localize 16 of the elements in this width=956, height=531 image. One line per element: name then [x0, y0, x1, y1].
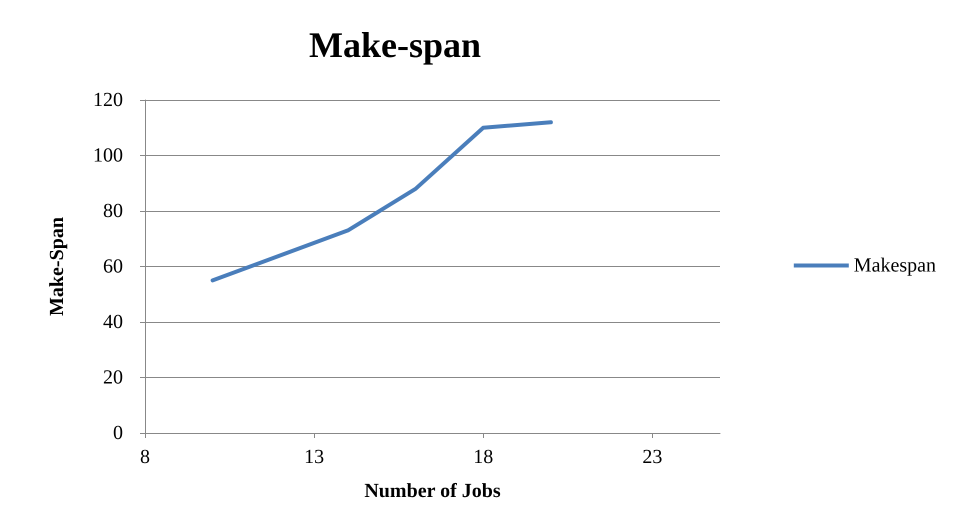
y-tick-label: 80: [103, 200, 123, 222]
y-tick-label: 120: [93, 89, 123, 111]
x-tick-label: 13: [304, 446, 324, 468]
x-tick-label: 18: [473, 446, 494, 468]
chart-title: Make-span: [308, 25, 482, 65]
y-tick-label: 40: [103, 311, 123, 333]
y-tick-label: 0: [113, 422, 123, 444]
x-tick-label: 23: [642, 446, 662, 468]
x-tick-label: 8: [140, 446, 150, 468]
y-tick-label: 60: [103, 256, 123, 278]
line-series: [210, 120, 553, 282]
y-tick-label: 100: [93, 144, 123, 166]
legend-label: Makespan: [854, 254, 936, 276]
y-tick-label: 20: [103, 366, 123, 388]
x-axis-title: Number of Jobs: [364, 480, 501, 502]
y-axis-title: Make-Span: [46, 217, 68, 316]
